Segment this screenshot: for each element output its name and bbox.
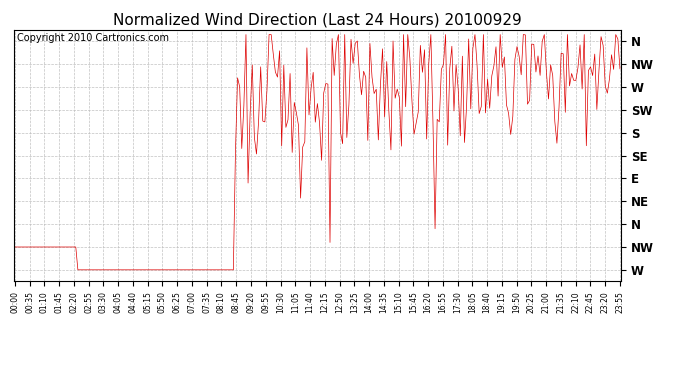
Title: Normalized Wind Direction (Last 24 Hours) 20100929: Normalized Wind Direction (Last 24 Hours… [113,12,522,27]
Text: Copyright 2010 Cartronics.com: Copyright 2010 Cartronics.com [17,33,169,42]
